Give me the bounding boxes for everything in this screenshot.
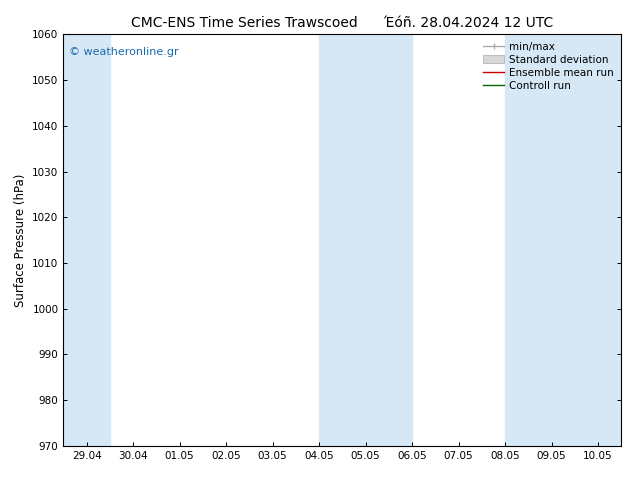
Bar [63, 34, 110, 446]
Legend: min/max, Standard deviation, Ensemble mean run, Controll run: min/max, Standard deviation, Ensemble me… [479, 37, 618, 95]
Text: © weatheronline.gr: © weatheronline.gr [69, 47, 179, 57]
Y-axis label: Surface Pressure (hPa): Surface Pressure (hPa) [14, 173, 27, 307]
Bar [505, 34, 621, 446]
Title: CMC-ENS Time Series Trawscoed      Έόñ. 28.04.2024 12 UTC: CMC-ENS Time Series Trawscoed Έόñ. 28.04… [131, 16, 553, 30]
Bar [319, 34, 412, 446]
